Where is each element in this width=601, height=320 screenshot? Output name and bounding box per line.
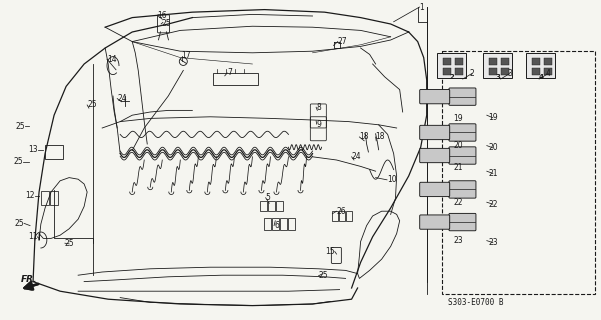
Bar xyxy=(332,211,338,221)
Bar xyxy=(41,191,49,205)
FancyBboxPatch shape xyxy=(419,148,450,163)
Text: 25: 25 xyxy=(161,20,171,28)
Text: 8: 8 xyxy=(316,103,321,112)
Bar xyxy=(267,201,275,211)
Bar xyxy=(501,58,508,65)
Text: 24: 24 xyxy=(117,94,127,103)
Text: 7: 7 xyxy=(227,68,232,77)
Text: 13: 13 xyxy=(28,145,38,154)
Text: 17: 17 xyxy=(182,52,191,60)
Bar xyxy=(442,51,595,294)
FancyBboxPatch shape xyxy=(449,213,476,231)
Bar xyxy=(455,68,463,75)
Text: 4: 4 xyxy=(538,74,543,80)
Text: 22: 22 xyxy=(488,200,498,209)
Text: S303-E0700 B: S303-E0700 B xyxy=(448,298,503,307)
Bar xyxy=(501,68,508,75)
Text: 21: 21 xyxy=(488,169,498,178)
Text: 25: 25 xyxy=(16,122,25,131)
Text: 4: 4 xyxy=(546,69,551,78)
Bar xyxy=(276,201,282,211)
Text: 11: 11 xyxy=(28,232,37,241)
Text: FR.: FR. xyxy=(20,276,37,284)
Bar xyxy=(45,145,63,159)
Text: 19: 19 xyxy=(488,113,498,122)
Bar xyxy=(544,58,552,65)
Bar xyxy=(443,68,451,75)
Bar xyxy=(288,218,296,230)
Text: 25: 25 xyxy=(87,100,97,109)
Bar xyxy=(272,218,279,230)
Text: 9: 9 xyxy=(317,120,322,129)
FancyBboxPatch shape xyxy=(419,182,450,196)
Text: 20: 20 xyxy=(488,143,498,152)
Text: 19: 19 xyxy=(453,114,463,123)
Bar xyxy=(455,58,463,65)
FancyBboxPatch shape xyxy=(419,125,450,140)
Bar xyxy=(443,58,451,65)
Bar xyxy=(264,218,272,230)
Text: 12: 12 xyxy=(25,191,35,200)
Text: 25: 25 xyxy=(14,219,24,228)
Bar xyxy=(346,211,352,221)
FancyBboxPatch shape xyxy=(449,88,476,105)
Text: 10: 10 xyxy=(387,175,397,184)
Text: 25: 25 xyxy=(319,271,328,280)
Text: 20: 20 xyxy=(453,141,463,150)
Text: 1: 1 xyxy=(419,3,424,12)
Bar xyxy=(213,73,258,85)
Text: 2: 2 xyxy=(450,74,454,80)
FancyBboxPatch shape xyxy=(438,53,466,78)
Text: 3: 3 xyxy=(495,74,500,80)
Text: 25: 25 xyxy=(65,239,75,248)
Text: 18: 18 xyxy=(376,132,385,141)
Text: 16: 16 xyxy=(157,11,167,20)
FancyBboxPatch shape xyxy=(419,215,450,229)
Bar xyxy=(489,68,496,75)
Text: 3: 3 xyxy=(507,69,512,78)
Text: 22: 22 xyxy=(453,198,463,207)
FancyBboxPatch shape xyxy=(419,90,450,104)
Bar xyxy=(532,58,540,65)
Text: 14: 14 xyxy=(107,55,117,64)
FancyBboxPatch shape xyxy=(449,124,476,141)
Text: 5: 5 xyxy=(266,193,270,202)
Text: 27: 27 xyxy=(338,37,347,46)
Text: 21: 21 xyxy=(453,163,463,172)
FancyBboxPatch shape xyxy=(449,147,476,164)
Bar xyxy=(489,58,496,65)
Text: 26: 26 xyxy=(337,207,346,216)
Text: 2: 2 xyxy=(469,69,474,78)
Bar xyxy=(532,68,540,75)
FancyBboxPatch shape xyxy=(526,53,555,78)
Text: 23: 23 xyxy=(488,238,498,247)
Text: 25: 25 xyxy=(13,157,23,166)
Text: 24: 24 xyxy=(352,152,361,161)
Bar xyxy=(544,68,552,75)
Bar xyxy=(281,218,287,230)
Text: 6: 6 xyxy=(274,221,279,230)
FancyBboxPatch shape xyxy=(449,181,476,198)
Text: 18: 18 xyxy=(359,132,369,141)
Bar xyxy=(50,191,58,205)
Text: 23: 23 xyxy=(453,236,463,245)
Text: 15: 15 xyxy=(325,247,335,256)
Bar xyxy=(260,201,267,211)
Bar xyxy=(339,211,345,221)
FancyBboxPatch shape xyxy=(483,53,512,78)
